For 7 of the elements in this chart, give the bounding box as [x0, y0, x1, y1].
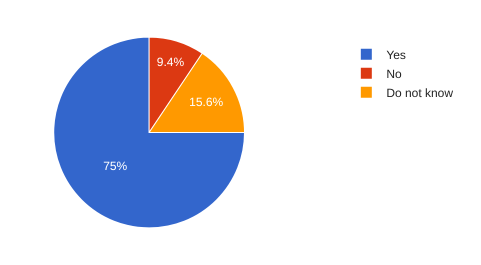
legend-label: No	[386, 66, 402, 81]
data-label: 15.6%	[189, 94, 224, 109]
data-label: 75%	[103, 159, 128, 174]
legend-label: Do not know	[386, 86, 454, 100]
data-label: 9.4%	[156, 54, 184, 69]
legend-label: Yes	[386, 48, 406, 62]
pie-slice	[53, 36, 246, 228]
